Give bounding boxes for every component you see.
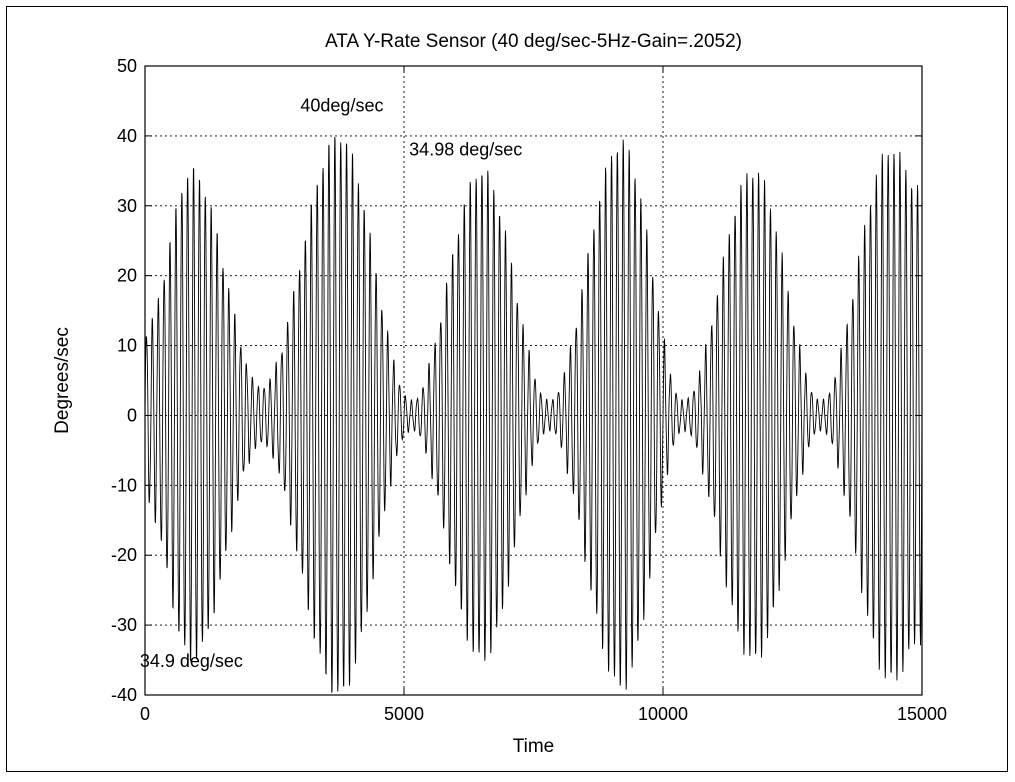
y-tick-label: 20 xyxy=(117,266,137,286)
x-tick-label: 10000 xyxy=(638,704,688,724)
signal-line xyxy=(144,136,923,693)
series-layer xyxy=(144,136,923,693)
x-tick-label: 15000 xyxy=(897,704,947,724)
y-tick-label: -20 xyxy=(111,545,137,565)
y-tick-label: -10 xyxy=(111,475,137,495)
chart-title: ATA Y-Rate Sensor (40 deg/sec-5Hz-Gain=.… xyxy=(325,31,742,52)
y-tick-label: -40 xyxy=(111,685,137,705)
figure-frame xyxy=(6,6,1008,772)
x-axis-label: Time xyxy=(513,736,555,757)
annotation-label: 34.98 deg/sec xyxy=(409,139,522,159)
plot-area xyxy=(144,65,923,696)
y-tick-label: 40 xyxy=(117,126,137,146)
y-tick-label: -30 xyxy=(111,615,137,635)
annotation-label: 34.9 deg/sec xyxy=(140,651,243,671)
y-axis-label: Degrees/sec xyxy=(52,327,73,434)
y-tick-label: 50 xyxy=(117,56,137,76)
annotation-layer: 40deg/sec 34.98 deg/sec 34.9 deg/sec xyxy=(140,95,522,671)
y-tick-label: 0 xyxy=(127,405,137,425)
x-tick-label: 5000 xyxy=(384,704,424,724)
annotation-label: 40deg/sec xyxy=(300,95,383,115)
y-tick-label: 30 xyxy=(117,196,137,216)
x-tick-label: 0 xyxy=(140,704,150,724)
y-tick-label: 10 xyxy=(117,336,137,356)
